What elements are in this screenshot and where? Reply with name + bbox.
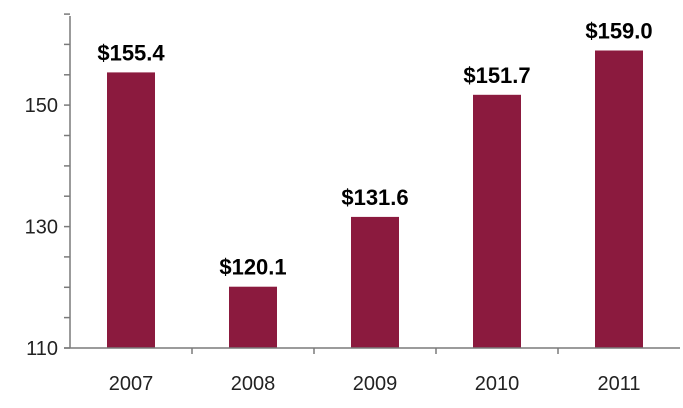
data-label-2011: $159.0: [585, 19, 652, 44]
data-label-2010: $151.7: [463, 63, 530, 88]
labels-group: $155.4 2007 $120.1 2008 $131.6 2009 $151.7 2010…: [25, 19, 653, 396]
x-tick-label-2009: 2009: [353, 373, 398, 395]
x-tick-label-2011: 2011: [597, 373, 640, 395]
data-label-2007: $155.4: [97, 40, 165, 65]
x-tick-label-2008: 2008: [231, 373, 276, 395]
bar-2009: [351, 216, 399, 348]
x-tick-label-2010: 2010: [475, 373, 520, 395]
x-tick-label-2007: 2007: [109, 373, 154, 395]
data-label-2008: $120.1: [219, 255, 286, 280]
bar-2008: [229, 286, 277, 348]
bar-2010: [473, 94, 521, 348]
bar-2011: [595, 50, 643, 348]
data-label-2009: $131.6: [341, 185, 408, 210]
y-tick-label-110: 110: [26, 338, 58, 360]
y-tick-label-130: 130: [25, 217, 58, 239]
bar-2007: [107, 72, 155, 349]
y-tick-label-150: 150: [25, 95, 58, 117]
bars-group: [107, 50, 643, 349]
axes-group: [64, 13, 680, 354]
